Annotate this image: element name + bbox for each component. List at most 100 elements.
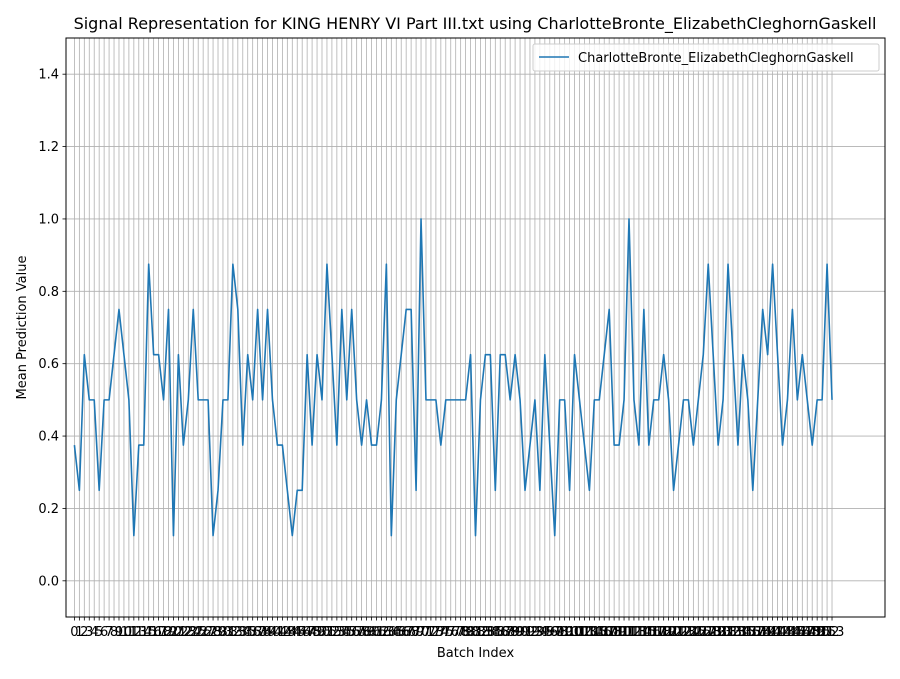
x-tick-label: 91 <box>517 625 534 640</box>
x-tick-label: 76 <box>442 625 459 640</box>
x-tick-label: 34 <box>234 625 251 640</box>
x-tick-label: 80 <box>462 625 479 640</box>
x-tick-label: 101 <box>562 625 587 640</box>
x-tick-label: 11 <box>121 625 138 640</box>
x-tick-label: 40 <box>264 625 281 640</box>
x-tick-label: 89 <box>507 625 524 640</box>
x-tick-label: 51 <box>319 625 336 640</box>
x-tick-label: 71 <box>418 625 435 640</box>
x-tick-label: 152 <box>815 625 840 640</box>
x-tick-label: 139 <box>750 625 775 640</box>
x-tick-label: 63 <box>378 625 395 640</box>
x-tick-label: 70 <box>413 625 430 640</box>
x-tick-label: 153 <box>820 625 845 640</box>
x-tick-label: 35 <box>239 625 256 640</box>
x-tick-label: 112 <box>617 625 642 640</box>
x-tick-label: 18 <box>155 625 172 640</box>
x-tick-label: 93 <box>527 625 544 640</box>
x-tick-label: 92 <box>522 625 539 640</box>
x-tick-label: 60 <box>363 625 380 640</box>
x-tick-label: 67 <box>398 625 415 640</box>
x-tick-label: 1 <box>75 625 83 640</box>
x-tick-label: 117 <box>641 625 666 640</box>
x-tick-label: 23 <box>180 625 197 640</box>
x-tick-label: 81 <box>467 625 484 640</box>
x-tick-label: 9 <box>115 625 123 640</box>
x-tick-label: 31 <box>220 625 237 640</box>
x-tick-label: 43 <box>279 625 296 640</box>
x-tick-label: 56 <box>343 625 360 640</box>
x-tick-label: 90 <box>512 625 529 640</box>
x-tick-label: 4 <box>90 625 98 640</box>
x-tick-label: 147 <box>790 625 815 640</box>
x-tick-label: 151 <box>810 625 835 640</box>
x-tick-label: 136 <box>735 625 760 640</box>
x-tick-label: 73 <box>428 625 445 640</box>
x-tick-label: 5 <box>95 625 103 640</box>
x-tick-label: 109 <box>602 625 627 640</box>
x-tick-label: 0 <box>70 625 78 640</box>
x-tick-label: 38 <box>254 625 271 640</box>
x-tick-label: 33 <box>230 625 247 640</box>
x-tick-label: 68 <box>403 625 420 640</box>
x-tick-label: 2 <box>80 625 88 640</box>
x-tick-label: 13 <box>131 625 148 640</box>
x-tick-label: 48 <box>304 625 321 640</box>
x-tick-label: 121 <box>661 625 686 640</box>
x-tick-label: 19 <box>160 625 177 640</box>
x-tick-label: 6 <box>100 625 108 640</box>
x-tick-label: 150 <box>805 625 830 640</box>
x-tick-label: 47 <box>299 625 316 640</box>
y-tick-label: 0.4 <box>38 430 59 445</box>
x-tick-label: 141 <box>760 625 785 640</box>
x-tick-label: 123 <box>671 625 696 640</box>
legend: CharlotteBronte_ElizabethCleghornGaskell <box>532 43 880 72</box>
x-tick-label: 126 <box>686 625 711 640</box>
x-tick-label: 66 <box>393 625 410 640</box>
x-tick-label: 29 <box>210 625 227 640</box>
x-tick-label: 72 <box>423 625 440 640</box>
x-tick-label: 39 <box>259 625 276 640</box>
x-tick-label: 62 <box>373 625 390 640</box>
x-tick-label: 82 <box>472 625 489 640</box>
y-tick-label: 0.8 <box>38 285 59 300</box>
x-tick-label: 116 <box>636 625 661 640</box>
x-tick-label: 37 <box>249 625 266 640</box>
x-tick-label: 84 <box>482 625 499 640</box>
x-tick-label: 53 <box>329 625 346 640</box>
x-tick-label: 61 <box>368 625 385 640</box>
x-tick-label: 103 <box>572 625 597 640</box>
x-tick-label: 14 <box>135 625 152 640</box>
x-tick-label: 149 <box>800 625 825 640</box>
x-tick-label: 65 <box>388 625 405 640</box>
x-tick-label: 131 <box>711 625 736 640</box>
x-tick-label: 46 <box>294 625 311 640</box>
y-tick-label: 1.0 <box>38 212 59 227</box>
x-tick-label: 52 <box>324 625 341 640</box>
x-tick-label: 32 <box>225 625 242 640</box>
x-tick-label: 87 <box>497 625 514 640</box>
x-tick-label: 119 <box>651 625 676 640</box>
x-tick-label: 44 <box>284 625 301 640</box>
x-tick-label: 122 <box>666 625 691 640</box>
x-tick-label: 36 <box>244 625 261 640</box>
y-tick-label: 0.2 <box>38 502 59 517</box>
x-tick-label: 129 <box>701 625 726 640</box>
x-tick-label: 7 <box>105 625 113 640</box>
x-tick-label: 100 <box>557 625 582 640</box>
x-tick-label: 111 <box>612 625 637 640</box>
x-tick-label: 57 <box>348 625 365 640</box>
x-tick-label: 106 <box>587 625 612 640</box>
x-tick-label: 138 <box>745 625 770 640</box>
x-tick-label: 144 <box>775 625 800 640</box>
x-tick-label: 128 <box>696 625 721 640</box>
x-tick-label: 115 <box>631 625 656 640</box>
x-tick-label: 145 <box>780 625 805 640</box>
x-tick-label: 15 <box>140 625 157 640</box>
x-tick-label: 146 <box>785 625 810 640</box>
x-tick-label: 114 <box>626 625 651 640</box>
x-tick-label: 118 <box>646 625 671 640</box>
x-tick-label: 134 <box>726 625 751 640</box>
